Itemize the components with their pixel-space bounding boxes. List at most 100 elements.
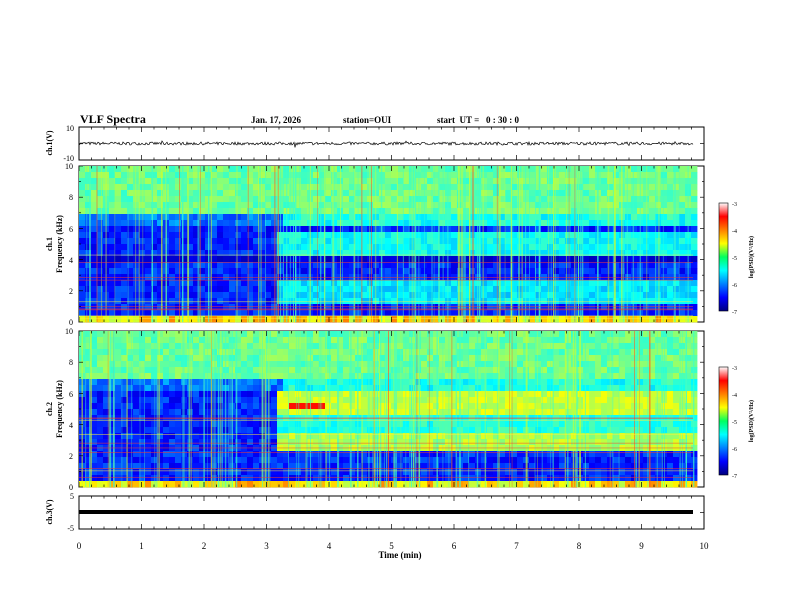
- ch1-spectrogram-cell: [259, 304, 266, 311]
- ch1-spectrogram-yticks: 0 2 4 6 8 10: [65, 162, 73, 327]
- ch2-spectrogram-cell: [235, 451, 242, 458]
- ch1-spectrogram-cell: [349, 244, 356, 251]
- ch2-spectrogram-panel: 0 2 4 6 8 10 ch.2Frequency (kHz) -3 -4 -…: [45, 327, 755, 492]
- ch1-spectrogram-cell: [469, 286, 476, 293]
- ch1-spectrogram-cell: [217, 172, 224, 179]
- ch1-spectrogram-image: [79, 166, 698, 323]
- ch1-spectrogram-cell: [541, 316, 548, 323]
- ch2-spectrogram-cell: [145, 343, 152, 350]
- ch1-spectrogram-cell: [457, 244, 464, 251]
- ch1-spectrogram-cell: [145, 310, 152, 317]
- ch1-spectrogram-cell: [607, 250, 614, 257]
- ch2-spectrogram-cell: [529, 421, 536, 428]
- ch2-spectrogram-cell: [211, 451, 218, 458]
- ch2-spectrogram-cell: [403, 451, 410, 458]
- ch1-spectrogram-cell: [421, 292, 428, 299]
- ch2-spectrogram-cell: [433, 463, 440, 470]
- ch2-spectrogram-cell: [343, 421, 350, 428]
- ch2-spectrogram-cell: [337, 367, 344, 374]
- ch1-spectrogram-cell: [247, 286, 254, 293]
- ch2-spectrogram-cell: [193, 439, 200, 446]
- ch2-spectrogram-cell: [367, 385, 374, 392]
- ch2-spectrogram-cell: [91, 463, 98, 470]
- ch2-spectrogram-cell: [547, 397, 554, 404]
- ch2-spectrogram-cell: [295, 457, 302, 464]
- ch2-spectrogram-cell: [253, 331, 260, 338]
- ch1-spectrogram-sferic-streak: [165, 166, 167, 322]
- ch1-spectrogram-cell: [175, 298, 182, 305]
- ch2-spectrogram-cell: [151, 391, 158, 398]
- ch1-spectrogram-sferic-streak: [333, 166, 335, 322]
- ch2-spectrogram-cell: [211, 355, 218, 362]
- ch1-spectrogram-cell: [343, 256, 350, 263]
- ch1-spectrogram-cell: [613, 166, 620, 173]
- ch1-spectrogram-cell: [487, 250, 494, 257]
- ch2-spectrogram-cell: [127, 475, 134, 482]
- ch1-spectrogram-cell: [541, 214, 548, 221]
- ch1-spectrogram-cell: [673, 298, 680, 305]
- ch2-spectrogram-cell: [109, 355, 116, 362]
- ch2-spectrogram-cell: [187, 343, 194, 350]
- ch2-spectrogram-cell: [379, 337, 386, 344]
- ch1-spectrogram-cell: [559, 220, 566, 227]
- ch2-spectrogram-cell: [463, 331, 470, 338]
- ch1-spectrogram-cell: [511, 304, 518, 311]
- ch2-spectrogram-cell: [409, 433, 416, 440]
- ch2-spectrogram-cell: [325, 481, 332, 488]
- ch2-spectrogram-cell: [331, 469, 338, 476]
- ch2-spectrogram-cell: [277, 481, 284, 488]
- ch2-spectrogram-cell: [367, 373, 374, 380]
- ch1-spectrogram-cell: [91, 196, 98, 203]
- ch1-spectrogram-cell: [583, 298, 590, 305]
- ch1-spectrogram-cell: [193, 268, 200, 275]
- ch2-spectrogram-cell: [157, 349, 164, 356]
- ch2-spectrogram-cell: [427, 433, 434, 440]
- ch1-spectrogram-cell: [343, 202, 350, 209]
- ch1-spectrogram-sferic-streak: [274, 166, 276, 322]
- ch2-spectrogram-cell: [439, 469, 446, 476]
- ch1-spectrogram-cell: [349, 304, 356, 311]
- ch1-spectrogram-cell: [157, 220, 164, 227]
- ch1-spectrogram-cell: [217, 190, 224, 197]
- ch1-spectrogram-cell: [199, 256, 206, 263]
- ch2-spectrogram-cell: [439, 397, 446, 404]
- ch1-spectrogram-cell: [181, 208, 188, 215]
- ch1-spectrogram-cell: [529, 286, 536, 293]
- ch1-spectrogram-cell: [103, 172, 110, 179]
- ch1-spectrogram-cell: [193, 250, 200, 257]
- ch1-spectrogram-cell: [523, 172, 530, 179]
- ch1-spectrogram-cell: [343, 172, 350, 179]
- ch2-spectrogram-cell: [463, 451, 470, 458]
- ch1-spectrogram-cell: [103, 286, 110, 293]
- ch2-spectrogram-cell: [499, 457, 506, 464]
- ch1-spectrogram-cell: [325, 238, 332, 245]
- ch2-spectrogram-cell: [511, 475, 518, 482]
- ch1-spectrogram-cell: [349, 184, 356, 191]
- ch1-spectrogram-cell: [169, 196, 176, 203]
- ch1-spectrogram-cell: [193, 292, 200, 299]
- ch1-spectrogram-sferic-streak: [614, 166, 616, 322]
- ch2-spectrogram-cell: [145, 385, 152, 392]
- ch2-spectrogram-cell: [553, 463, 560, 470]
- ch2-spectrogram-cell: [439, 385, 446, 392]
- ch1-spectrogram-cell: [403, 280, 410, 287]
- ch2-spectrogram-cell: [481, 463, 488, 470]
- ch1-spectrogram-cell: [583, 250, 590, 257]
- ch1-spectrogram-cell: [607, 232, 614, 239]
- ch2-spectrogram-cell: [337, 421, 344, 428]
- ch2-spectrogram-cell: [199, 481, 206, 488]
- ch1-spectrogram-cell: [325, 250, 332, 257]
- ch1-spectrogram-cell: [343, 244, 350, 251]
- ch1-spectrogram-cell: [661, 208, 668, 215]
- ch1-spectrogram-cell: [361, 214, 368, 221]
- ch2-spectrogram-cell: [331, 361, 338, 368]
- ch2-spectrogram-cell: [313, 457, 320, 464]
- ch1-spectrogram-cell: [325, 304, 332, 311]
- ch1-spectrogram-cell: [97, 244, 104, 251]
- ch1-spectrogram-cell: [457, 208, 464, 215]
- ch1-spectrogram-cell: [175, 256, 182, 263]
- ch2-spectrogram-cell: [277, 391, 284, 398]
- ch1-spectrogram-cell: [481, 202, 488, 209]
- ch2-spectrogram-cell: [445, 403, 452, 410]
- ch2-spectrogram-cell: [427, 349, 434, 356]
